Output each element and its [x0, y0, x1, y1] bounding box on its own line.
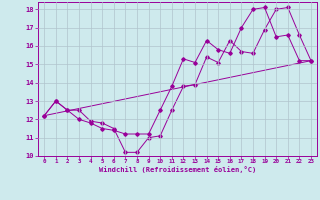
X-axis label: Windchill (Refroidissement éolien,°C): Windchill (Refroidissement éolien,°C) [99, 166, 256, 173]
